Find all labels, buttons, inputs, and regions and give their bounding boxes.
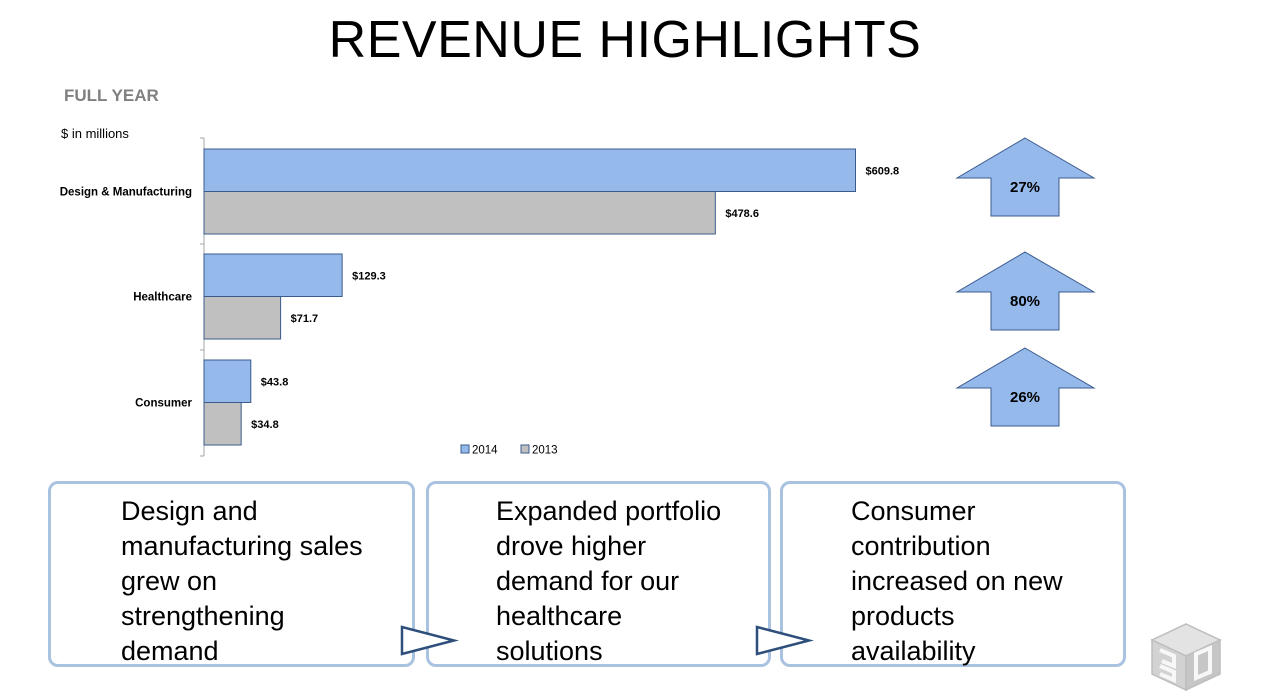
callout-text: Design and manufacturing sales grew on s…	[121, 494, 363, 669]
bar-2013	[203, 191, 716, 235]
data-label: $609.8	[866, 165, 900, 177]
bar-2014	[203, 148, 856, 192]
bar-2013	[203, 296, 282, 340]
legend-swatch	[460, 444, 470, 454]
callout-line: healthcare	[496, 601, 623, 631]
connector-arrow-icon	[400, 625, 459, 656]
category-label: Design & Manufacturing	[60, 187, 192, 199]
units-label: $ in millions	[61, 126, 129, 141]
data-label: $34.8	[251, 419, 279, 431]
callout-healthcare: Expanded portfolio drove higher demand f…	[426, 481, 771, 667]
section-label: FULL YEAR	[64, 86, 159, 105]
bar-2014	[203, 253, 343, 297]
callout-line: manufacturing sales	[121, 531, 363, 561]
callout-design-manufacturing: Design and manufacturing sales grew on s…	[48, 481, 415, 667]
3d-cube-logo-icon	[1150, 623, 1222, 692]
growth-percent-label: 26%	[1010, 389, 1040, 406]
callout-line: solutions	[496, 636, 603, 666]
callout-consumer: Consumer contribution increased on new p…	[780, 481, 1126, 667]
growth-up-arrow-icon	[955, 347, 1096, 427]
callout-text: Consumer contribution increased on new p…	[851, 494, 1063, 669]
callout-line: contribution	[851, 531, 991, 561]
category-label: Healthcare	[133, 292, 192, 304]
data-label: $71.7	[291, 313, 319, 325]
callout-line: drove higher	[496, 531, 647, 561]
callout-line: products	[851, 601, 955, 631]
callout-line: strengthening	[121, 601, 285, 631]
revenue-bar-chart: Design & Manufacturing $609.8 $478.6 Health…	[60, 137, 1096, 457]
callout-text: Expanded portfolio drove higher demand f…	[496, 494, 721, 669]
growth-percent-label: 27%	[1010, 179, 1040, 196]
callout-line: demand	[121, 636, 219, 666]
connector-arrow-icon	[755, 625, 814, 656]
data-label: $43.8	[261, 376, 289, 388]
callout-line: Design and	[121, 496, 258, 526]
callout-line: Consumer	[851, 496, 976, 526]
legend-label: 2014	[472, 445, 498, 457]
page-title: REVENUE HIGHLIGHTS	[328, 11, 922, 69]
legend-swatch	[520, 444, 530, 454]
growth-percent-label: 80%	[1010, 293, 1040, 310]
data-label: $129.3	[352, 270, 386, 282]
callout-line: grew on	[121, 566, 218, 596]
callout-line: demand for our	[496, 566, 680, 596]
category-label: Consumer	[135, 398, 192, 410]
callout-line: availability	[851, 636, 976, 666]
growth-up-arrow-icon	[955, 251, 1096, 331]
callout-line: Expanded portfolio	[496, 496, 722, 526]
growth-up-arrow-icon	[955, 137, 1096, 217]
legend-label: 2013	[532, 445, 558, 457]
bar-2013	[203, 402, 242, 446]
callout-line: increased on new	[851, 566, 1063, 596]
data-label: $478.6	[725, 208, 759, 220]
